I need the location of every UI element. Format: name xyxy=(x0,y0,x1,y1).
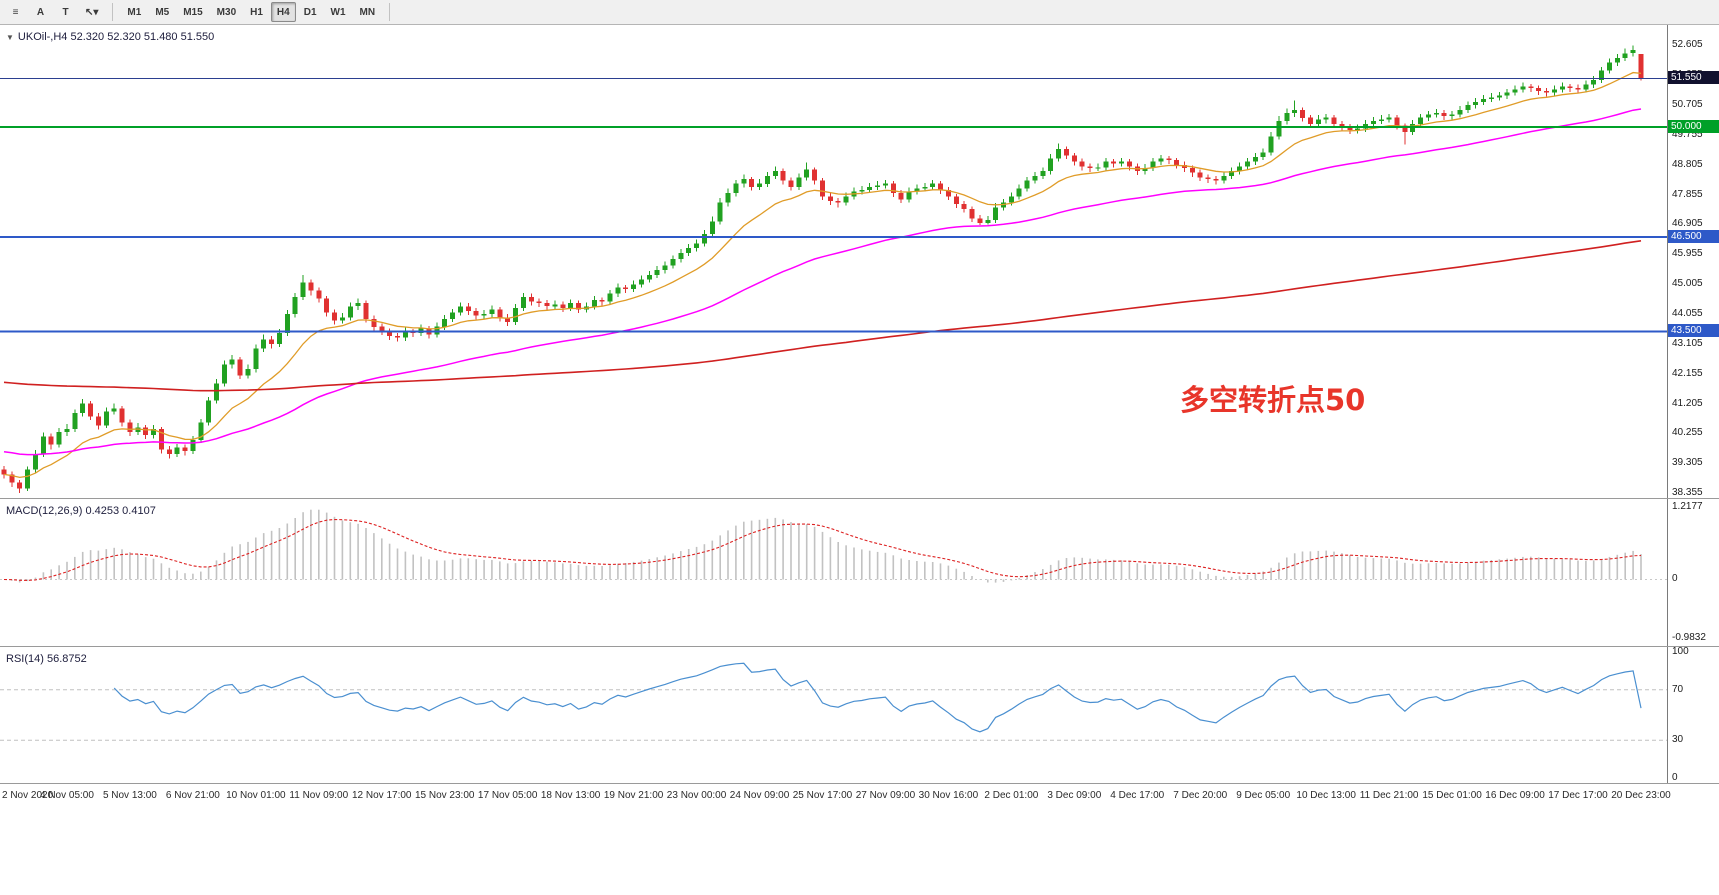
timeframe-button-d1[interactable]: D1 xyxy=(303,6,317,18)
price-chart-canvas[interactable] xyxy=(0,25,1667,498)
price-tick-label: 49.755 xyxy=(1672,128,1703,140)
time-axis-label: 10 Nov 01:00 xyxy=(226,790,286,801)
time-axis-label: 10 Dec 13:00 xyxy=(1296,790,1356,801)
macd-canvas[interactable] xyxy=(0,499,1667,646)
time-axis-label: 16 Dec 09:00 xyxy=(1485,790,1545,801)
rsi-legend: RSI(14) 56.8752 xyxy=(6,653,87,665)
time-axis-label: 7 Dec 20:00 xyxy=(1173,790,1228,801)
timeframe-button-m30[interactable]: M30 xyxy=(216,6,237,18)
price-tick-label: 50.705 xyxy=(1672,98,1703,110)
time-axis-label: 12 Nov 17:00 xyxy=(352,790,412,801)
price-level-badge: 51.550 xyxy=(1668,71,1719,85)
price-tick-label: 48.805 xyxy=(1672,158,1703,170)
macd-tick-label: 0 xyxy=(1672,573,1678,585)
text-box-tool-icon[interactable]: T xyxy=(62,6,69,18)
ohlc-values: 52.320 52.320 51.480 51.550 xyxy=(70,31,215,43)
time-axis-label: 24 Nov 09:00 xyxy=(729,790,790,801)
timeframe-button-mn[interactable]: MN xyxy=(359,6,376,18)
timeframe-button-h1[interactable]: H1 xyxy=(250,6,263,18)
time-axis-label: 5 Nov 13:00 xyxy=(102,790,157,801)
price-tick-label: 46.905 xyxy=(1672,218,1703,230)
price-tick-label: 44.055 xyxy=(1672,307,1703,319)
price-tick-label: 47.855 xyxy=(1672,188,1703,200)
macd-panel: MACD(12,26,9) 0.4253 0.4107 1.2177 0 -0.98… xyxy=(0,499,1719,647)
price-level-badge: 46.500 xyxy=(1668,230,1719,244)
price-tick-label: 45.005 xyxy=(1672,278,1703,290)
time-axis-label: 25 Nov 17:00 xyxy=(792,790,853,801)
rsi-canvas[interactable] xyxy=(0,647,1667,783)
price-tick-label: 45.955 xyxy=(1672,248,1703,260)
rsi-tick-label: 70 xyxy=(1672,683,1684,695)
charts-list-icon[interactable]: ≡ xyxy=(12,6,19,18)
timeframe-button-m5[interactable]: M5 xyxy=(155,6,170,18)
time-axis-label: 4 Dec 17:00 xyxy=(1110,790,1165,801)
time-axis-label: 20 Dec 23:00 xyxy=(1611,790,1671,801)
timeframe-button-h4[interactable]: H4 xyxy=(270,2,296,22)
chart-toolbar: ≡ A T ↖▾ M1 M5 M15 M30 H1 H4 D1 W1 MN xyxy=(0,0,1719,25)
legend-collapse-icon[interactable]: ▼ xyxy=(6,33,14,42)
price-tick-label: 40.255 xyxy=(1672,427,1703,439)
chart-annotation-text[interactable]: 多空转折点50 xyxy=(1180,383,1366,417)
symbol-legend: ▼ UKOil-,H4 52.320 52.320 51.480 51.550 xyxy=(6,31,214,43)
time-axis-label: 30 Nov 16:00 xyxy=(918,790,979,801)
price-tick-label: 38.355 xyxy=(1672,487,1703,499)
time-axis-label: 17 Dec 17:00 xyxy=(1548,790,1608,801)
macd-tick-label: 1.2177 xyxy=(1672,501,1703,512)
text-label-tool-icon[interactable]: A xyxy=(36,6,45,18)
time-axis-label: 19 Nov 21:00 xyxy=(603,790,664,801)
time-axis-label: 23 Nov 00:00 xyxy=(666,790,727,801)
price-chart-plot: ▼ UKOil-,H4 52.320 52.320 51.480 51.550 多… xyxy=(0,25,1667,498)
rsi-tick-label: 30 xyxy=(1672,734,1684,746)
toolbar-separator xyxy=(389,3,391,21)
price-tick-label: 52.605 xyxy=(1672,39,1703,51)
time-axis-label: 15 Dec 01:00 xyxy=(1422,790,1482,801)
price-tick-label: 41.205 xyxy=(1672,397,1703,409)
price-tick-label: 39.305 xyxy=(1672,457,1703,469)
cursor-tool-dropdown-icon[interactable]: ↖▾ xyxy=(85,6,99,18)
time-axis-label: 9 Dec 05:00 xyxy=(1236,790,1291,801)
price-axis[interactable]: 52.60551.65550.70549.75548.80547.85546.9… xyxy=(1667,25,1719,498)
price-level-badge: 50.000 xyxy=(1668,120,1719,134)
timeframe-button-w1[interactable]: W1 xyxy=(330,6,346,18)
rsi-panel: RSI(14) 56.8752 100 70 30 0 xyxy=(0,646,1719,784)
timeframe-button-m1[interactable]: M1 xyxy=(127,6,142,18)
time-axis-label: 18 Nov 13:00 xyxy=(540,790,601,801)
macd-tick-label: -0.9832 xyxy=(1672,632,1706,643)
toolbar-separator xyxy=(112,3,114,21)
time-axis[interactable]: 2 Nov 2020 4 Nov 05:00 5 Nov 13:00 6 Nov 21… xyxy=(0,784,1719,810)
time-axis-label: 11 Nov 09:00 xyxy=(289,790,349,801)
time-axis-label: 17 Nov 05:00 xyxy=(477,790,538,801)
main-chart-panel: ▼ UKOil-,H4 52.320 52.320 51.480 51.550 多… xyxy=(0,25,1719,499)
macd-plot: MACD(12,26,9) 0.4253 0.4107 xyxy=(0,499,1667,646)
time-axis-label: 6 Nov 21:00 xyxy=(165,790,220,801)
macd-axis[interactable]: 1.2177 0 -0.9832 xyxy=(1667,499,1719,646)
time-axis-label: 3 Dec 09:00 xyxy=(1047,790,1102,801)
time-axis-label: 2 Nov 2020 xyxy=(2,790,54,801)
price-tick-label: 43.105 xyxy=(1672,337,1703,349)
time-axis-label: 4 Nov 05:00 xyxy=(39,790,94,801)
time-axis-label: 27 Nov 09:00 xyxy=(855,790,916,801)
rsi-tick-label: 0 xyxy=(1672,772,1678,783)
price-level-badge: 43.500 xyxy=(1668,324,1719,338)
rsi-axis[interactable]: 100 70 30 0 xyxy=(1667,646,1719,783)
macd-legend: MACD(12,26,9) 0.4253 0.4107 xyxy=(6,505,156,517)
time-axis-label: 2 Dec 01:00 xyxy=(984,790,1039,801)
rsi-plot: RSI(14) 56.8752 xyxy=(0,647,1667,783)
rsi-tick-label: 100 xyxy=(1672,646,1689,657)
price-tick-label: 42.155 xyxy=(1672,367,1703,379)
time-axis-label: 15 Nov 23:00 xyxy=(414,790,475,801)
timeframe-button-m15[interactable]: M15 xyxy=(183,6,203,18)
time-axis-label: 11 Dec 21:00 xyxy=(1359,790,1419,801)
symbol-name: UKOil-,H4 xyxy=(17,31,68,43)
